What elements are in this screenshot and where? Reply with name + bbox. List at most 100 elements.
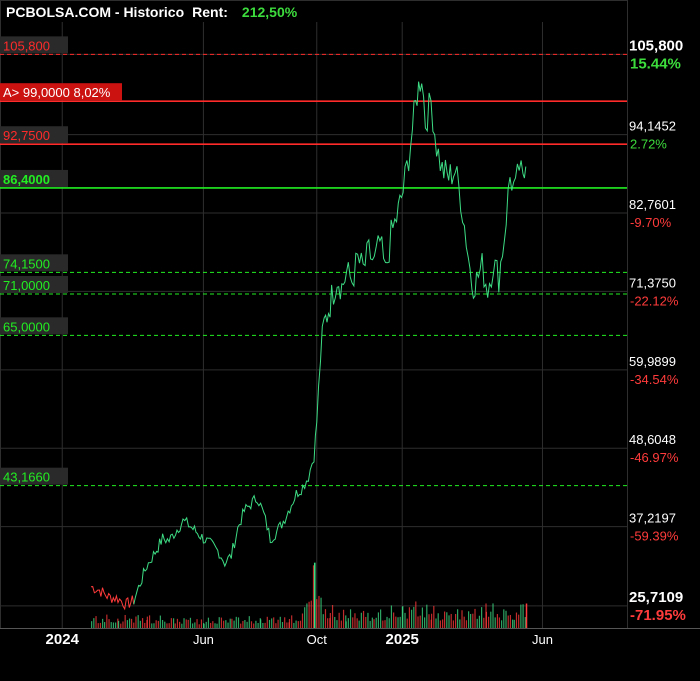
volume-bar <box>390 605 393 628</box>
volume-bar <box>369 620 371 628</box>
volume-bar <box>260 619 262 628</box>
volume-bar <box>210 622 212 628</box>
volume-bar <box>501 620 503 628</box>
y-tick-percent: -46.97% <box>630 450 679 465</box>
volume-bar <box>446 612 448 628</box>
volume-bar <box>312 565 315 628</box>
level-label-box <box>0 83 122 101</box>
volume-bar <box>246 621 248 628</box>
level-label: 65,0000 <box>3 319 50 334</box>
volume-bar <box>200 619 203 628</box>
volume-bar <box>128 618 131 628</box>
volume-bar <box>399 616 401 628</box>
volume-bar <box>349 609 352 628</box>
volume-bar <box>220 617 223 628</box>
level-label: A> 99,0000 8,02% <box>3 85 111 100</box>
volume-bar <box>124 614 126 628</box>
volume-bar <box>110 622 112 628</box>
volume-bar <box>439 620 442 628</box>
volume-bar <box>373 619 375 628</box>
volume-bar <box>194 622 196 628</box>
volume-bar <box>229 618 231 628</box>
volume-bar <box>291 615 293 628</box>
x-tick-label: 2024 <box>46 631 80 648</box>
volume-bar <box>144 622 146 628</box>
volume-bar <box>461 610 463 628</box>
volume-bar <box>375 617 377 628</box>
level-label-box <box>0 467 68 485</box>
volume-bar <box>408 607 411 628</box>
volume-bar <box>524 617 526 628</box>
volume-bar <box>336 620 338 628</box>
volume-bar <box>313 562 316 628</box>
volume-bar <box>122 621 124 628</box>
volume-bar <box>512 619 514 628</box>
volume-bar <box>322 614 324 628</box>
volume-bar <box>141 618 144 628</box>
volume-bar <box>137 615 139 628</box>
volume-bar <box>455 614 457 628</box>
volume-bar <box>205 621 207 628</box>
volume-bar <box>304 607 306 628</box>
level-label-box <box>0 126 68 144</box>
x-tick-label: Jun <box>532 632 553 647</box>
level-label: 71,0000 <box>3 278 50 293</box>
volume-bar <box>435 618 437 628</box>
price-line-segment <box>90 586 135 611</box>
volume-bar <box>196 619 198 628</box>
y-tick-percent: 2.72% <box>630 137 667 152</box>
volume-bar <box>159 615 161 628</box>
volume-bar <box>112 622 115 628</box>
volume-bar <box>444 611 446 628</box>
volume-bar <box>104 622 106 628</box>
volume-bar <box>242 621 244 628</box>
y-tick-price: 82,7601 <box>629 197 676 212</box>
volume-bar <box>293 622 295 628</box>
volume-bar <box>108 619 110 628</box>
volume-bar <box>395 616 397 628</box>
y-tick-percent: -59.39% <box>630 529 679 544</box>
volume-bar <box>525 603 528 628</box>
volume-bar <box>153 623 155 628</box>
y-tick-price: 48,6048 <box>629 432 676 447</box>
volume-bar <box>95 616 97 628</box>
volume-bar <box>148 615 151 628</box>
volume-bar <box>244 620 246 628</box>
volume-bar <box>345 621 347 628</box>
y-tick-price: 94,1452 <box>629 119 676 134</box>
volume-bar <box>485 611 488 628</box>
volume-bar <box>402 606 404 628</box>
volume-bar <box>365 616 367 628</box>
volume-bar <box>406 618 408 628</box>
volume-bar <box>279 616 281 628</box>
volume-bar <box>257 623 259 628</box>
volume-bar <box>518 614 520 628</box>
y-tick-percent: -22.12% <box>630 293 679 308</box>
volume-bar <box>367 612 369 628</box>
volume-bar <box>174 623 176 628</box>
volume-bar <box>421 607 424 628</box>
level-label-box <box>0 317 68 335</box>
volume-bar <box>301 613 304 628</box>
volume-bar <box>377 612 380 628</box>
volume-bar <box>386 616 388 628</box>
volume-bar <box>248 616 250 628</box>
volume-bar <box>262 622 264 628</box>
volume-bar <box>295 620 297 628</box>
volume-bar <box>476 618 478 628</box>
volume-bars <box>91 562 528 628</box>
volume-bar <box>316 599 318 628</box>
volume-bar <box>457 609 459 628</box>
volume-bar <box>488 616 490 628</box>
volume-bar <box>468 611 470 628</box>
volume-bar <box>492 603 494 628</box>
volume-bar <box>452 620 455 628</box>
volume-bar <box>382 620 384 628</box>
volume-bar <box>185 619 187 628</box>
volume-bar <box>216 623 218 628</box>
volume-bar <box>417 616 419 628</box>
level-label: 86,4000 <box>3 172 50 187</box>
volume-bar <box>424 617 426 628</box>
volume-bar <box>496 614 499 628</box>
